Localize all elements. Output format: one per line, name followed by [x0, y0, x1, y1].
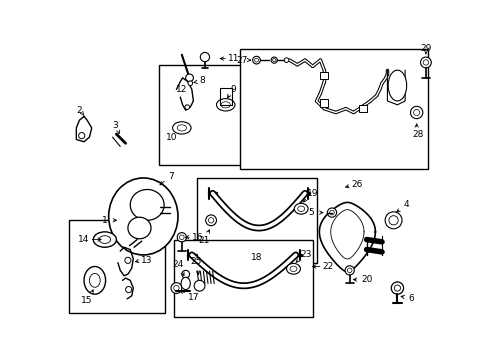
Text: 10: 10 [166, 132, 177, 141]
Text: 16: 16 [192, 233, 203, 242]
Circle shape [345, 266, 354, 275]
Ellipse shape [93, 232, 117, 247]
Ellipse shape [221, 102, 230, 108]
Text: 13: 13 [142, 256, 153, 265]
Circle shape [125, 257, 131, 264]
Circle shape [284, 58, 289, 62]
Text: 26: 26 [352, 180, 363, 189]
Text: 21: 21 [198, 236, 210, 245]
Text: 17: 17 [188, 293, 199, 302]
Text: 22: 22 [322, 262, 334, 271]
Text: 2: 2 [76, 106, 82, 115]
Text: 12: 12 [176, 85, 188, 94]
Circle shape [185, 105, 190, 109]
Text: 19: 19 [307, 189, 318, 198]
Circle shape [179, 235, 184, 239]
Circle shape [391, 282, 404, 294]
Bar [320, 72, 328, 80]
Ellipse shape [109, 178, 178, 255]
Text: 24: 24 [172, 261, 184, 269]
Ellipse shape [130, 189, 164, 220]
Bar [174, 239, 313, 316]
Circle shape [125, 287, 132, 293]
Text: 9: 9 [230, 85, 236, 94]
Circle shape [206, 215, 217, 226]
Circle shape [272, 59, 276, 62]
Circle shape [330, 210, 334, 215]
Circle shape [200, 53, 210, 62]
Bar [320, 99, 328, 107]
Ellipse shape [181, 277, 190, 289]
Circle shape [78, 132, 85, 139]
Circle shape [420, 57, 431, 68]
Circle shape [385, 212, 402, 229]
Circle shape [171, 283, 182, 293]
Circle shape [394, 285, 400, 291]
Text: 14: 14 [77, 235, 89, 244]
Bar [159, 65, 244, 165]
Ellipse shape [89, 274, 100, 287]
Text: 28: 28 [413, 130, 424, 139]
Circle shape [194, 280, 205, 291]
Text: 4: 4 [404, 201, 410, 210]
Circle shape [182, 270, 190, 278]
Ellipse shape [128, 217, 151, 239]
Circle shape [271, 57, 277, 63]
Circle shape [411, 106, 423, 119]
Circle shape [208, 217, 214, 223]
Text: 20: 20 [361, 275, 372, 284]
Ellipse shape [84, 266, 106, 294]
Text: 27: 27 [236, 56, 247, 65]
Circle shape [347, 268, 352, 273]
Ellipse shape [287, 264, 300, 274]
Bar [69, 220, 165, 313]
Text: 5: 5 [308, 208, 314, 217]
Ellipse shape [294, 203, 308, 214]
Text: 18: 18 [251, 253, 262, 262]
Circle shape [414, 109, 420, 116]
Text: 3: 3 [112, 121, 118, 130]
Ellipse shape [290, 266, 297, 271]
Circle shape [389, 216, 398, 225]
Text: 25: 25 [190, 257, 201, 266]
Text: 1: 1 [102, 216, 108, 225]
Text: 23: 23 [300, 251, 312, 260]
Ellipse shape [99, 236, 111, 243]
Ellipse shape [388, 70, 407, 101]
Text: 15: 15 [81, 296, 93, 305]
Bar [197, 178, 317, 263]
Text: 11: 11 [228, 54, 239, 63]
Circle shape [327, 208, 337, 217]
Text: 29: 29 [420, 44, 432, 53]
Ellipse shape [217, 99, 235, 111]
Ellipse shape [177, 125, 187, 131]
Circle shape [188, 81, 193, 86]
Bar [240, 49, 428, 169]
Ellipse shape [298, 206, 305, 211]
Circle shape [186, 74, 194, 82]
Ellipse shape [172, 122, 191, 134]
Circle shape [174, 285, 179, 291]
Circle shape [253, 56, 260, 64]
Text: 8: 8 [200, 76, 205, 85]
Circle shape [423, 60, 429, 65]
Text: 7: 7 [168, 172, 174, 181]
Circle shape [255, 58, 258, 62]
Bar [359, 105, 367, 112]
Circle shape [177, 233, 187, 242]
Text: 6: 6 [408, 294, 414, 303]
